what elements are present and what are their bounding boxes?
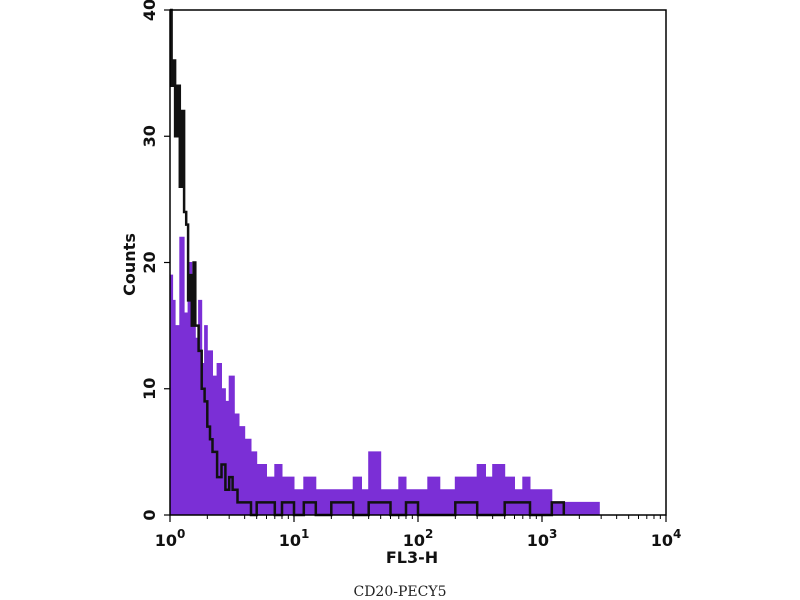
y-tick-label: 0 bbox=[140, 509, 159, 520]
y-tick-label: 10 bbox=[140, 378, 159, 400]
x-tick-label: 103 bbox=[527, 527, 558, 550]
figure-caption: CD20-PECY5 bbox=[353, 584, 447, 600]
y-tick-label: 40 bbox=[140, 0, 159, 21]
y-axis-label: Counts bbox=[120, 233, 139, 296]
x-tick-label: 101 bbox=[279, 527, 310, 550]
series-0-histogram-fill bbox=[169, 236, 600, 516]
plot-layer bbox=[169, 8, 600, 517]
series-1-histogram-line bbox=[170, 8, 566, 517]
x-tick-label: 100 bbox=[155, 527, 186, 550]
y-tick-label: 30 bbox=[140, 125, 159, 147]
y-tick-label: 20 bbox=[140, 251, 159, 273]
x-tick-label: 104 bbox=[651, 527, 682, 550]
x-tick-label: 102 bbox=[403, 527, 434, 550]
axis-layer: 100 101 102 103 104 0 10 20 30 40 bbox=[140, 0, 681, 550]
x-axis-label: FL3-H bbox=[386, 548, 438, 567]
